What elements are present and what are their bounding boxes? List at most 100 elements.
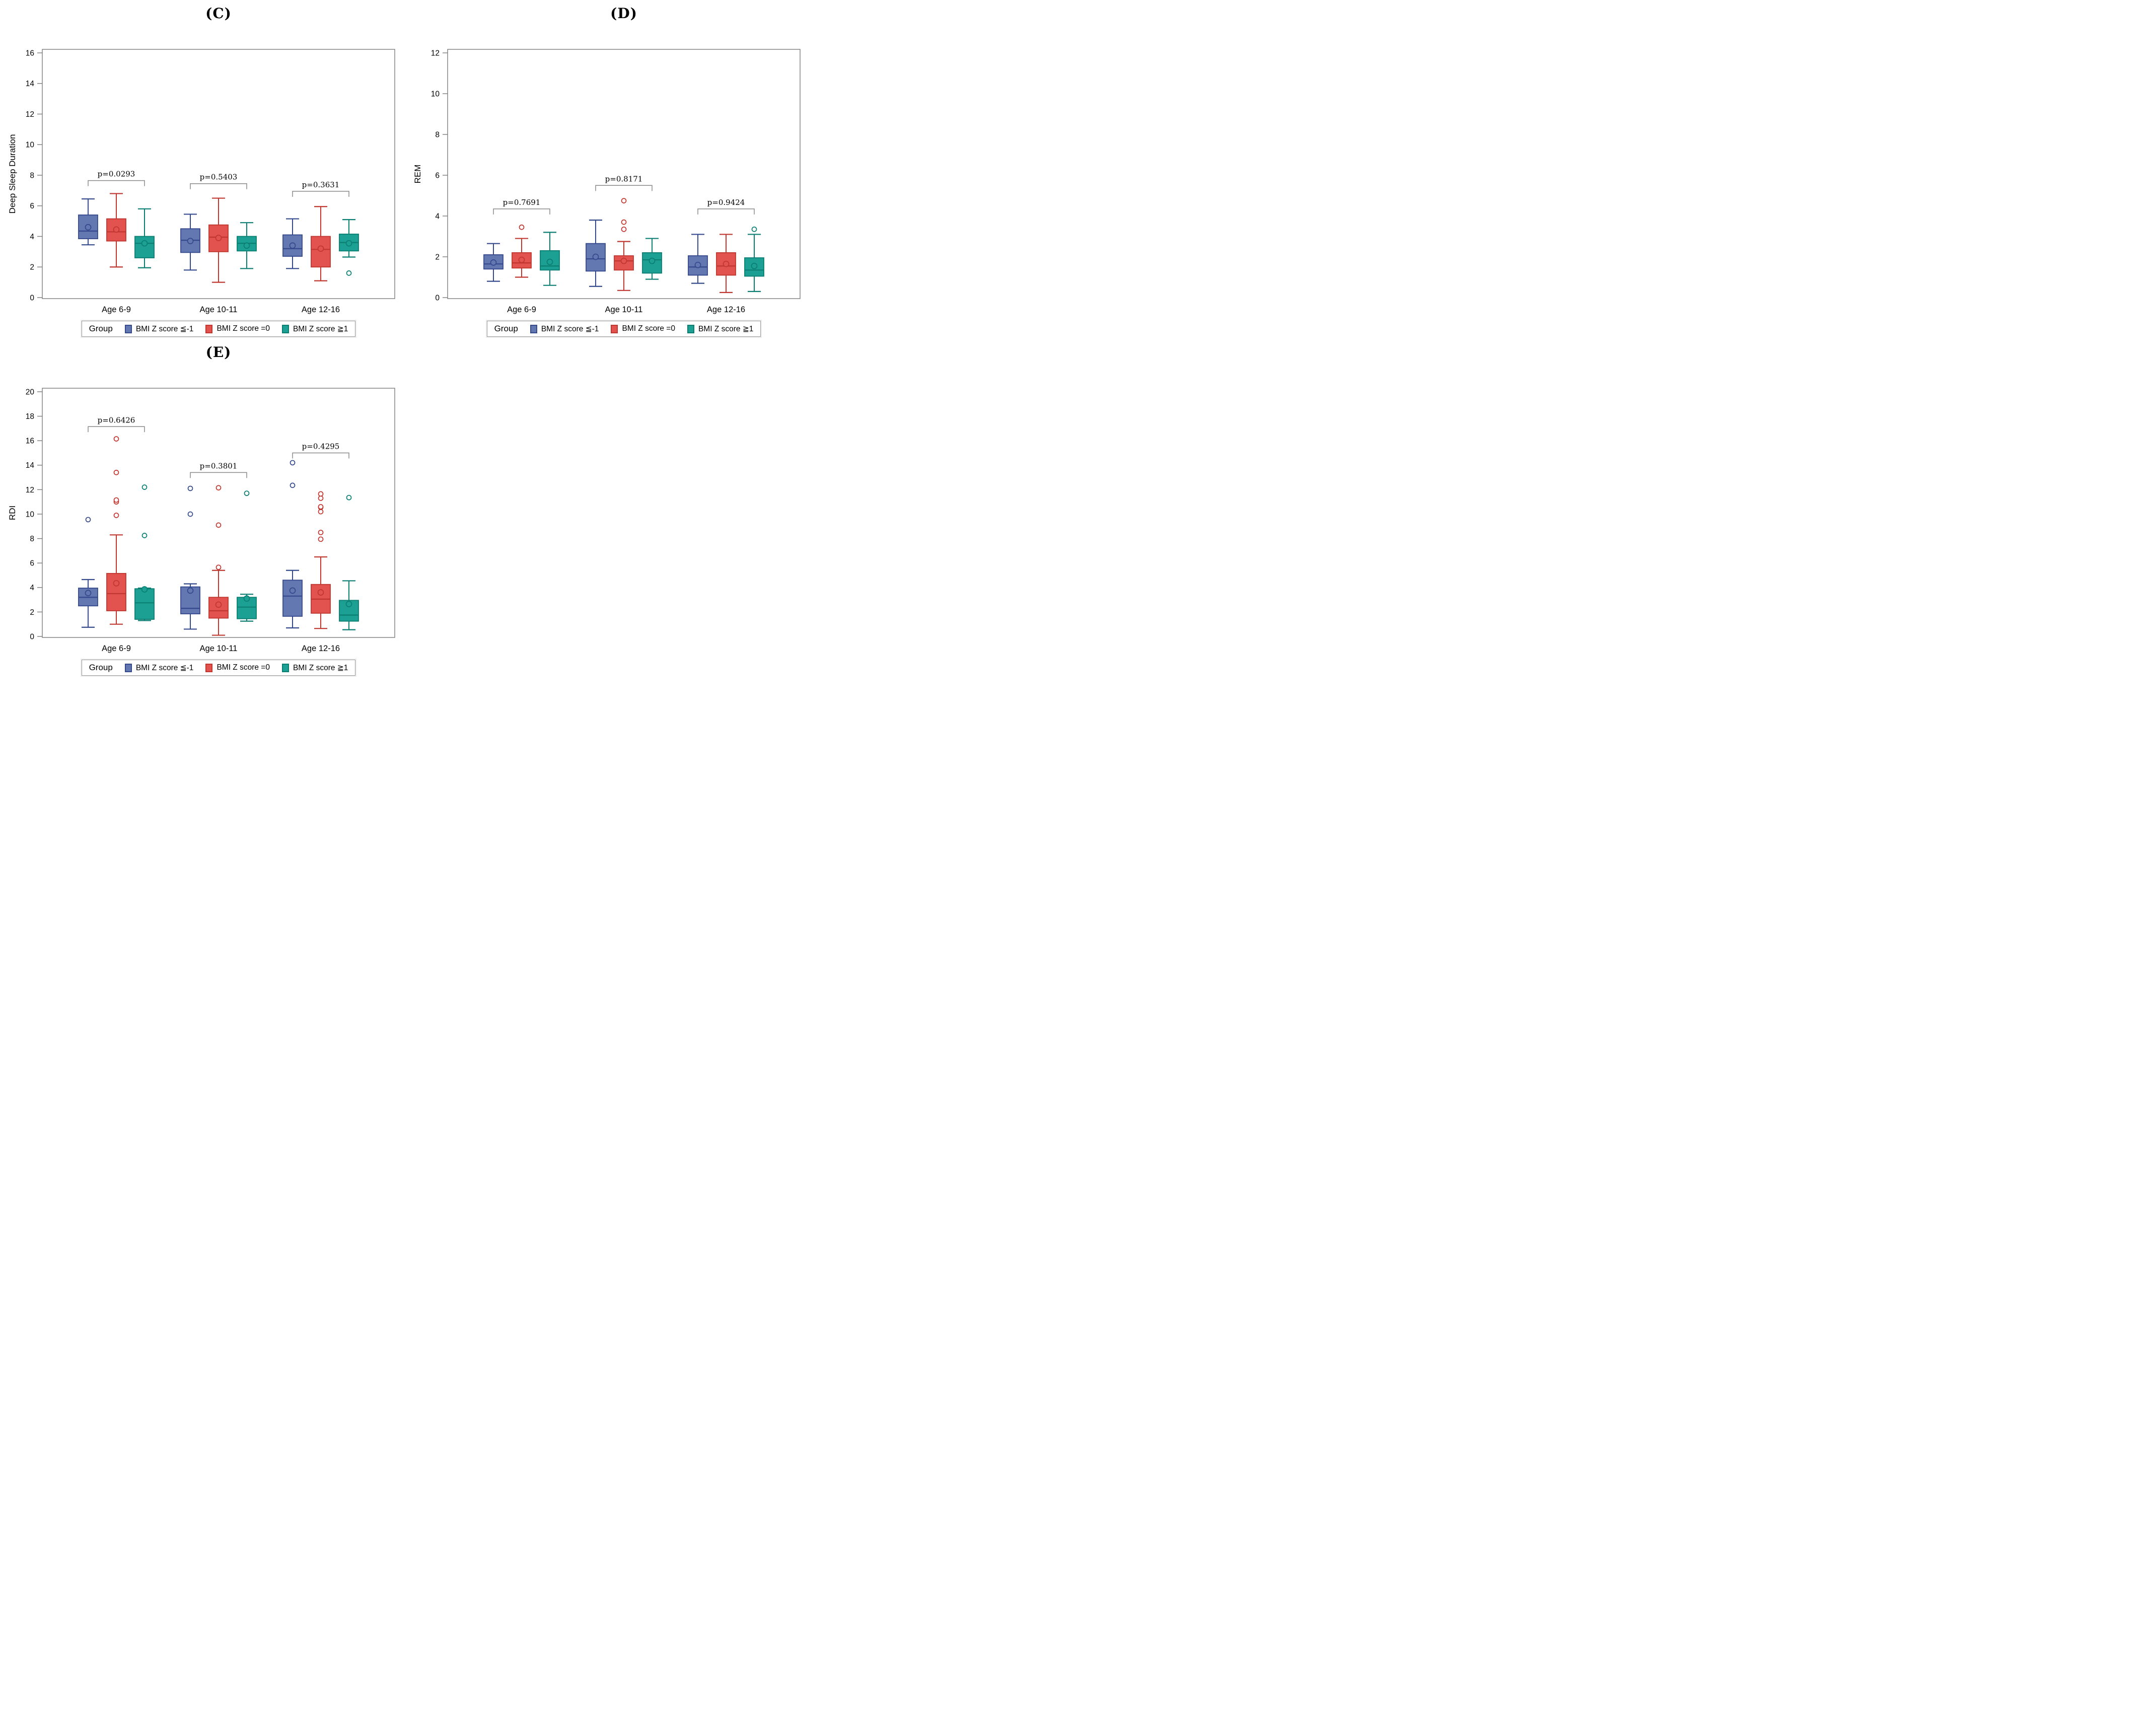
x-category-label: Age 6-9 [102, 644, 131, 653]
legend-item: BMI Z score =0 [205, 324, 270, 333]
box-group [282, 460, 303, 629]
box-group [483, 243, 504, 282]
legend-swatch-icon [124, 663, 132, 672]
legend-group-label: Group [494, 324, 518, 333]
y-tick-label: 10 [431, 90, 440, 98]
box-group [716, 234, 736, 293]
pvalue-bracket [493, 208, 550, 215]
y-tick-label: 2 [435, 253, 440, 261]
legend-item: BMI Z score ≧1 [281, 663, 348, 673]
y-tick-label: 2 [30, 608, 34, 617]
y-tick-label: 4 [30, 233, 34, 241]
outlier-point [318, 509, 324, 515]
y-tick-label: 12 [26, 110, 34, 119]
mean-marker [215, 601, 222, 608]
pvalue-label: p=0.6426 [98, 415, 135, 424]
mean-marker [141, 240, 148, 247]
pvalue-bracket [292, 452, 349, 459]
box-group [512, 224, 532, 278]
legend-item: BMI Z score ≦-1 [124, 663, 193, 673]
y-tick-label: 14 [26, 461, 35, 470]
pvalue-label: p=0.0293 [98, 170, 135, 179]
outlier-point [215, 564, 222, 570]
mean-marker [85, 590, 92, 597]
panel-e: (E) 0 2 4 6 8 10 12 14 16 18 20 RDI Age 6-9 Age 10-11… [2, 342, 407, 676]
legend-item: BMI Z score =0 [205, 663, 270, 672]
boxplot-svg-D: 0 2 4 6 8 10 12 REM Age 6-9 Age 10-11 Age 12-16 p=0… [413, 49, 801, 314]
panel-d-plot: 0 2 4 6 8 10 12 REM Age 6-9 Age 10-11 Age 12-16 p=0… [407, 22, 813, 320]
legend-group-label: Group [89, 324, 113, 333]
y-tick-label: 8 [435, 130, 440, 139]
outlier-point [318, 530, 324, 535]
box-group [106, 436, 126, 625]
box-group [134, 484, 155, 621]
panel-d-legend-row: Group BMI Z score ≦-1 BMI Z score =0 BMI Z … [448, 320, 800, 337]
y-tick-label: 0 [30, 632, 34, 641]
pvalue-label: p=0.8171 [605, 174, 643, 183]
legend-item-label: BMI Z score ≧1 [293, 324, 348, 333]
box-group [78, 198, 98, 246]
box-group [339, 494, 359, 630]
box-group [339, 219, 359, 276]
figure-page: (C) 0 2 4 6 8 10 12 14 16 Deep Sleep Duration Age … [0, 0, 820, 679]
mean-marker [243, 595, 250, 602]
legend: Group BMI Z score ≦-1 BMI Z score =0 BMI Z … [81, 321, 356, 337]
iqr-box [134, 236, 155, 258]
legend-swatch-icon [687, 324, 694, 333]
outlier-point [113, 470, 119, 475]
legend-swatch-icon [611, 324, 618, 333]
legend-item: BMI Z score ≦-1 [124, 324, 193, 334]
legend-item-label: BMI Z score ≧1 [698, 324, 754, 333]
pvalue-bracket [190, 183, 247, 189]
mean-marker [215, 235, 222, 241]
panel-c: (C) 0 2 4 6 8 10 12 14 16 Deep Sleep Duration Age … [2, 3, 407, 337]
y-tick-label: 6 [30, 559, 34, 568]
legend: Group BMI Z score ≦-1 BMI Z score =0 BMI Z … [81, 660, 356, 676]
boxplot-svg-E: 0 2 4 6 8 10 12 14 16 18 20 RDI Age 6-9 Age 10-11 Age … [8, 388, 395, 653]
outlier-point [187, 485, 193, 491]
box-group [642, 238, 662, 280]
legend-swatch-icon [530, 324, 537, 333]
x-category-label: Age 12-16 [302, 305, 340, 314]
outlier-point [113, 497, 119, 503]
box-group [540, 232, 560, 286]
pvalue-label: p=0.5403 [200, 173, 238, 182]
pvalue-bracket [595, 185, 653, 191]
y-tick-label: 20 [26, 388, 35, 396]
figure-grid: (C) 0 2 4 6 8 10 12 14 16 Deep Sleep Duration Age … [2, 3, 818, 676]
mean-marker [141, 586, 148, 593]
box-group [180, 213, 200, 271]
pvalue-label: p=0.9424 [707, 198, 745, 207]
legend: Group BMI Z score ≦-1 BMI Z score =0 BMI Z … [486, 321, 761, 337]
outlier-point [141, 484, 148, 490]
legend-swatch-icon [205, 324, 213, 333]
legend-swatch-icon [281, 663, 289, 672]
mean-marker [518, 256, 525, 263]
panel-c-title: (C) [205, 5, 232, 22]
legend-item: BMI Z score =0 [611, 324, 675, 333]
outlier-point [318, 495, 324, 501]
mean-marker [694, 261, 701, 268]
mean-marker [317, 245, 324, 252]
legend-item-label: BMI Z score =0 [217, 663, 270, 672]
outlier-point [318, 491, 324, 497]
box-group [311, 491, 331, 629]
y-tick-label: 12 [431, 49, 440, 57]
legend-item: BMI Z score ≦-1 [530, 324, 599, 334]
pvalue-bracket [88, 180, 145, 186]
legend-group-label: Group [89, 663, 113, 672]
empty-quadrant [407, 342, 813, 676]
legend-swatch-icon [205, 663, 213, 672]
x-category-label: Age 10-11 [200, 305, 238, 314]
outlier-point [621, 219, 627, 225]
outlier-point [346, 270, 352, 276]
outlier-point [113, 436, 119, 442]
mean-marker [289, 242, 296, 249]
outlier-point [621, 198, 627, 203]
box-group [311, 206, 331, 281]
y-tick-label: 18 [26, 412, 34, 421]
panel-d: (D) 0 2 4 6 8 10 12 REM Age 6-9 Age 10-11 Age 12-1… [407, 3, 813, 337]
y-tick-label: 14 [26, 80, 35, 88]
pvalue-label: p=0.7691 [503, 198, 541, 207]
legend-swatch-icon [281, 324, 289, 333]
